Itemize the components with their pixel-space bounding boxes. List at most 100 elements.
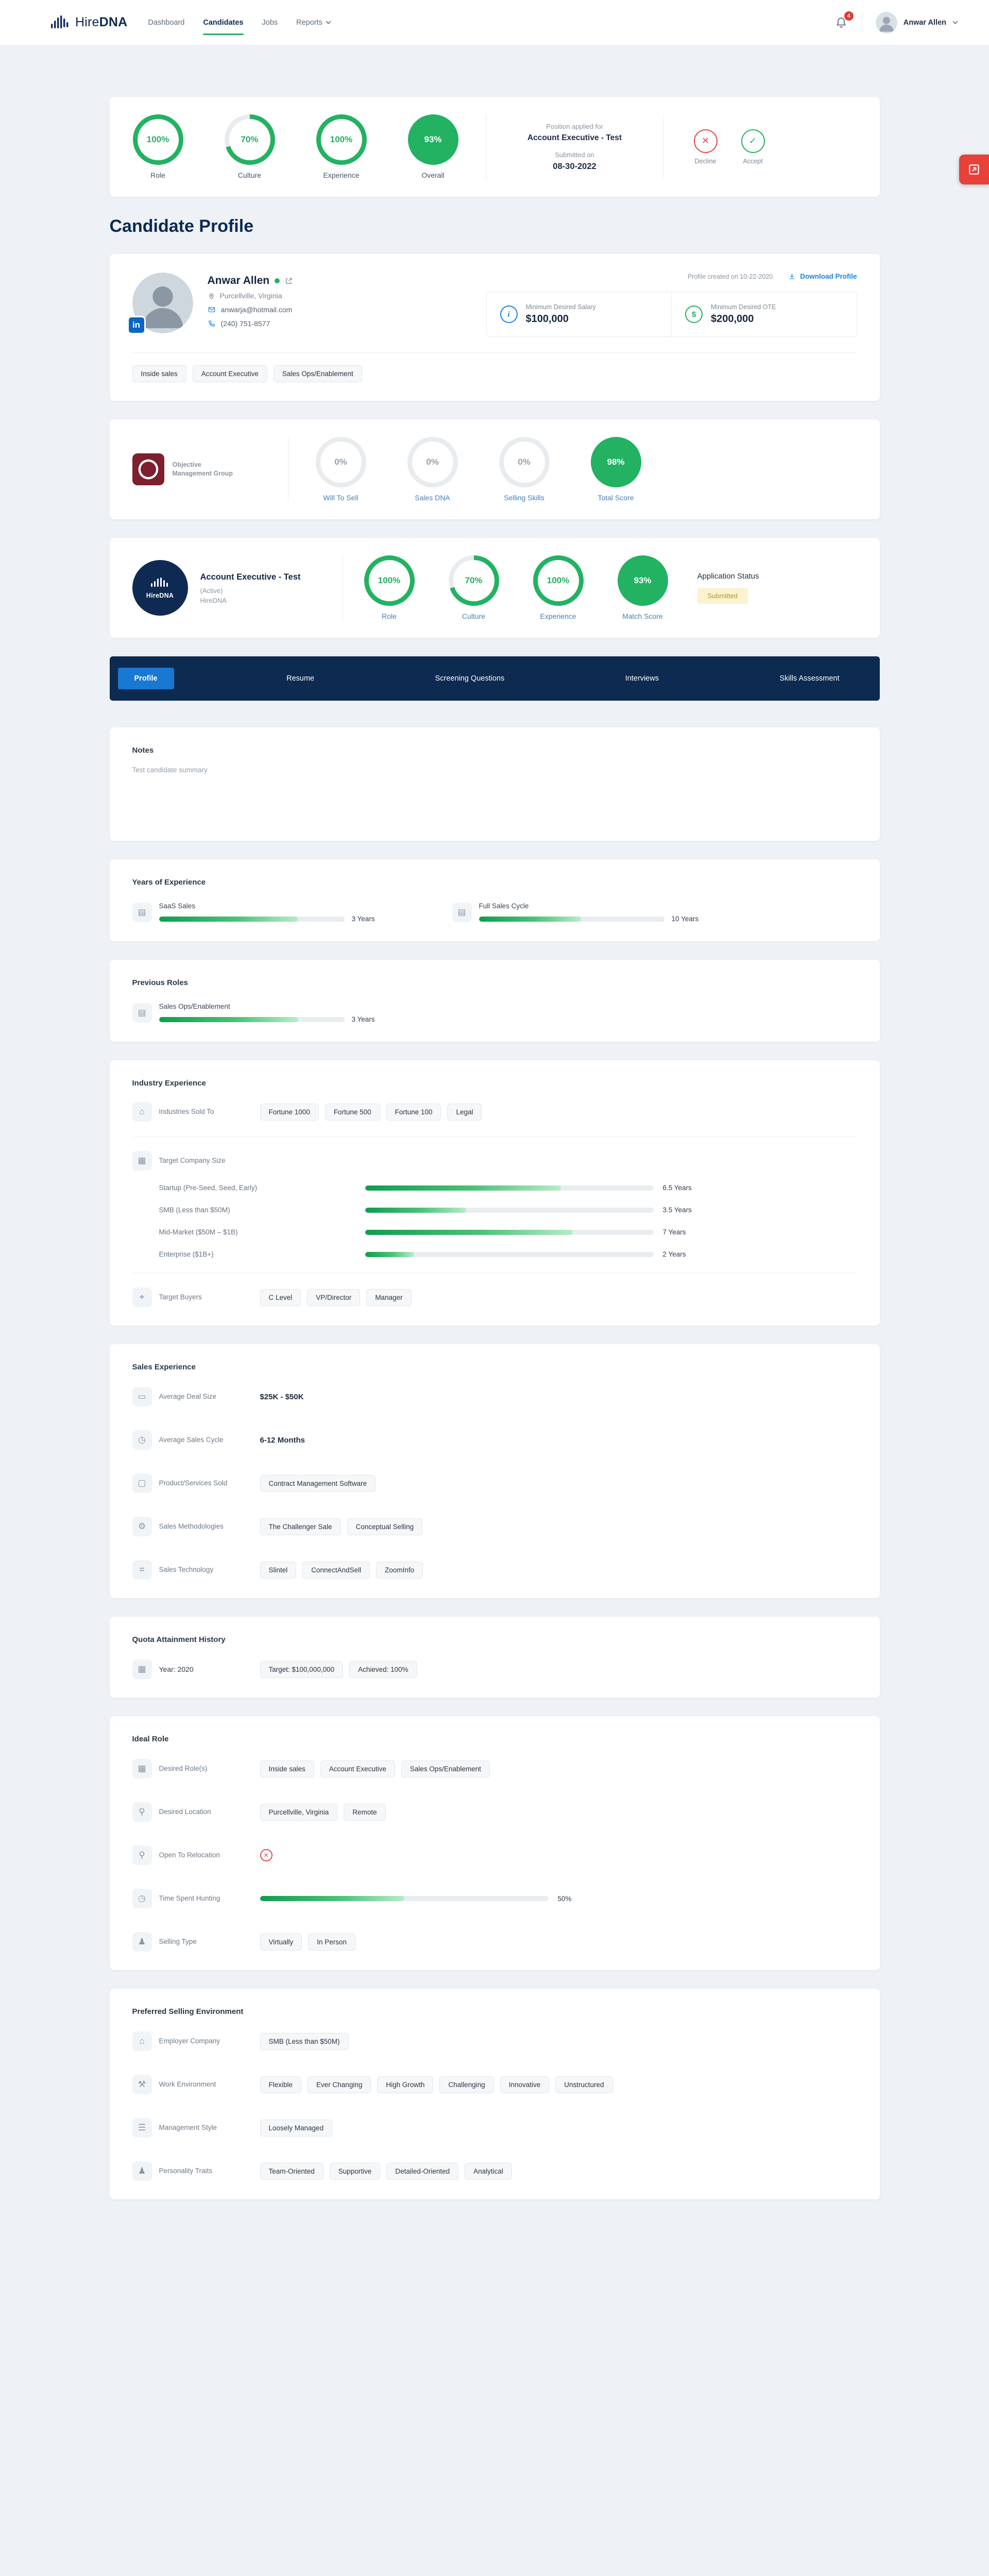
tag: Purcellville, Virginia: [260, 1803, 338, 1821]
score-ring-experience: 100% Experience: [316, 114, 367, 179]
screenshot-icon: [967, 163, 981, 176]
position-name: Account Executive - Test: [527, 133, 622, 142]
clock-icon: ◷: [132, 1430, 152, 1450]
score-ring-overall: 93% Overall: [407, 114, 459, 179]
tag: High Growth: [377, 2076, 434, 2093]
tag: Fortune 1000: [260, 1103, 319, 1121]
main-nav: Dashboard Candidates Jobs Reports: [148, 15, 331, 35]
tag: ZoomInfo: [376, 1561, 423, 1579]
hiredna-logo-icon: [50, 14, 70, 31]
omg-logo: Objective Management Group: [132, 453, 261, 485]
section-title: Years of Experience: [132, 878, 206, 887]
hiredna-logo[interactable]: HireDNA: [50, 14, 127, 31]
notification-count-badge: 4: [844, 11, 854, 21]
sales-methodologies-row: ⚙ Sales Methodologies The Challenger Sal…: [132, 1517, 857, 1536]
omg-ring-sales-dna: 0% Sales DNA: [407, 437, 458, 502]
tab-profile[interactable]: Profile: [117, 668, 174, 689]
tab-skills-assessment[interactable]: Skills Assessment: [779, 674, 840, 683]
company-size-row: SMB (Less than $50M) 3.5 Years: [159, 1206, 692, 1214]
tag: Account Executive: [320, 1760, 395, 1777]
tag: Manager: [366, 1289, 412, 1306]
tag: Inside sales: [132, 365, 186, 382]
external-link-icon[interactable]: [285, 277, 293, 285]
sales-experience-card: Sales Experience ▭ Average Deal Size $25…: [109, 1344, 880, 1598]
section-title: Preferred Selling Environment: [132, 2007, 244, 2016]
info-icon: i: [500, 306, 518, 323]
tab-resume[interactable]: Resume: [286, 674, 315, 683]
notes-card: Notes Test candidate summary: [109, 727, 880, 841]
work-environment-row: ⚒ Work Environment Flexible Ever Changin…: [132, 2075, 857, 2094]
notifications-button[interactable]: 4: [835, 11, 854, 29]
download-profile-button[interactable]: Download Profile: [788, 273, 857, 280]
linkedin-badge-icon[interactable]: in: [127, 316, 146, 334]
nav-item-candidates[interactable]: Candidates: [203, 15, 244, 35]
target-buyers-row: ⌖ Target Buyers C Level VP/Director Mana…: [132, 1273, 857, 1307]
omg-ring-total-score: 98% Total Score: [590, 437, 642, 502]
company-size-row: Startup (Pre-Seed, Seed, Early) 6.5 Year…: [159, 1184, 692, 1192]
person-icon: ♟: [132, 1932, 152, 1952]
tag: The Challenger Sale: [260, 1518, 341, 1535]
hiredna-assessment-logo: HireDNA: [132, 560, 188, 616]
candidate-name: Anwar Allen: [207, 275, 270, 286]
tag: Contract Management Software: [260, 1475, 376, 1492]
chevron-down-icon: [952, 21, 958, 24]
calendar-icon: ▦: [132, 1659, 152, 1679]
tab-interviews[interactable]: Interviews: [625, 674, 659, 683]
tag: Conceptual Selling: [347, 1518, 423, 1535]
candidate-phone[interactable]: (240) 751-8577: [220, 319, 270, 328]
sales-cycle-value: 6-12 Months: [260, 1435, 305, 1445]
nav-item-jobs[interactable]: Jobs: [262, 18, 278, 27]
omg-ring-selling-skills: 0% Selling Skills: [499, 437, 550, 502]
target-company-size-section: ▦ Target Company Size Startup (Pre-Seed,…: [132, 1136, 857, 1258]
ideal-role-card: Ideal Role ▦ Desired Role(s) Inside sale…: [109, 1716, 880, 1970]
clock-icon: ◷: [132, 1889, 152, 1908]
accept-check-icon: ✓: [741, 129, 765, 153]
building-icon: ⌂: [132, 2031, 152, 2051]
building-icon: ⌂: [132, 1102, 152, 1122]
nav-item-dashboard[interactable]: Dashboard: [148, 18, 185, 27]
quota-achieved: Achieved: 100%: [349, 1660, 417, 1678]
accept-button[interactable]: ✓ Accept: [741, 129, 765, 165]
application-ring-match-score: 93% Match Score: [617, 555, 669, 620]
previous-roles-card: Previous Roles ▤ Sales Ops/Enablement 3 …: [109, 960, 880, 1042]
section-title: Sales Experience: [132, 1363, 196, 1371]
score-ring-role: 100% Role: [132, 114, 184, 179]
status-badge: Submitted: [697, 588, 748, 604]
tag: Inside sales: [260, 1760, 314, 1777]
bell-icon: [835, 16, 848, 29]
tag: Challenging: [439, 2076, 494, 2093]
tag: Fortune 100: [386, 1103, 441, 1121]
tag: Account Executive: [192, 365, 267, 382]
tab-screening-questions[interactable]: Screening Questions: [435, 674, 505, 683]
monitor-icon: ▢: [132, 1473, 152, 1493]
feedback-widget-button[interactable]: [959, 155, 989, 184]
desired-location-row: ⚲ Desired Location Purcellville, Virgini…: [132, 1802, 857, 1822]
active-status-dot: [275, 278, 280, 283]
tag: ConnectAndSell: [302, 1561, 370, 1579]
score-ring-culture: 70% Culture: [224, 114, 276, 179]
tag: VP/Director: [307, 1289, 361, 1306]
tag: Innovative: [500, 2076, 550, 2093]
assessment-company: HireDNA: [200, 597, 227, 605]
progress-bar: [365, 1185, 654, 1191]
progress-bar: [159, 1016, 345, 1022]
nav-item-reports[interactable]: Reports: [296, 15, 331, 30]
person-icon: ♟: [132, 2161, 152, 2181]
tag: Remote: [344, 1803, 386, 1821]
candidate-email[interactable]: anwarja@hotmail.com: [220, 306, 293, 314]
sliders-icon: ☰: [132, 2118, 152, 2138]
relocation-no-icon: ✕: [260, 1849, 272, 1861]
quota-attainment-card: Quota Attainment History ▦ Year: 2020 Ta…: [109, 1617, 880, 1698]
section-title: Previous Roles: [132, 978, 188, 987]
time-spent-hunting-row: ◷ Time Spent Hunting 50%: [132, 1889, 857, 1908]
score-rings: 100% Role 70% Culture 100% Experience 93…: [132, 114, 459, 179]
tag: Ever Changing: [308, 2076, 371, 2093]
chart-rows-icon: ▤: [452, 903, 472, 922]
user-menu[interactable]: Anwar Allen: [875, 11, 958, 33]
notes-title: Notes: [132, 746, 154, 755]
tag: Detailed-Oriented: [386, 2162, 459, 2180]
decline-button[interactable]: ✕ Decline: [693, 129, 718, 165]
salary-value: $100,000: [525, 313, 569, 325]
location-pin-icon: ⚲: [132, 1845, 152, 1865]
quota-year: Year: 2020: [159, 1665, 194, 1673]
